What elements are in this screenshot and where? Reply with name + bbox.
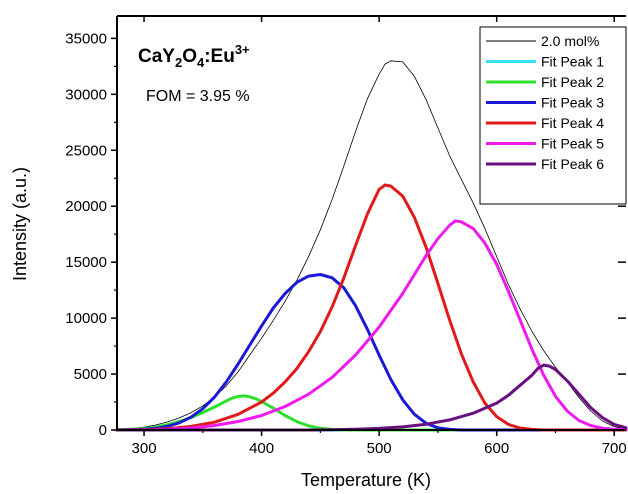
legend-items: 2.0 mol% Fit Peak 1 Fit Peak 2 Fit Peak 3 Fi…: [486, 33, 604, 172]
legend-label-3: Fit Peak 2: [541, 74, 604, 90]
compound-label: CaY2O4:Eu3+: [138, 42, 250, 70]
legend-label-4: Fit Peak 3: [541, 95, 604, 111]
y-tick-label-0: 0: [99, 422, 107, 439]
x-tick-label-300: 300: [132, 440, 157, 457]
legend-label-1: 2.0 mol%: [541, 33, 599, 49]
legend-label-7: Fit Peak 6: [541, 156, 604, 172]
y-tick-label-5000: 5000: [74, 366, 107, 383]
x-tick-label-600: 600: [484, 440, 509, 457]
compound-sub1: 2: [175, 55, 182, 70]
y-tick-label-35000: 35000: [65, 30, 107, 47]
compound-mid: O: [182, 46, 197, 67]
x-tick-label-500: 500: [367, 440, 392, 457]
series-line-5: [115, 183, 628, 432]
series-line-6: [115, 219, 628, 432]
ticks-layer: 300 400 500 600 700 0 5000 10000 15000 20000 25000…: [65, 16, 627, 457]
fom-annotation: FOM = 3.95 %: [146, 88, 250, 105]
x-tick-label-400: 400: [249, 440, 274, 457]
y-axis-title: Intensity (a.u.): [10, 167, 30, 281]
series-line-4: [115, 273, 628, 432]
series-line-3: [115, 394, 628, 432]
x-axis-title: Temperature (K): [301, 470, 431, 490]
legend-label-2: Fit Peak 1: [541, 54, 604, 70]
y-tick-label-30000: 30000: [65, 86, 107, 103]
legend-box: [479, 26, 627, 205]
compound-dopant: :Eu: [204, 46, 235, 67]
x-tick-label-700: 700: [602, 440, 627, 457]
compound-sup: 3+: [235, 42, 250, 57]
axes-layer: [116, 15, 626, 431]
legend: 2.0 mol% Fit Peak 1 Fit Peak 2 Fit Peak 3 Fi…: [479, 26, 627, 205]
compound-base: CaY: [138, 46, 175, 67]
legend-label-6: Fit Peak 5: [541, 136, 604, 152]
y-tick-label-10000: 10000: [65, 310, 107, 327]
y-tick-label-25000: 25000: [65, 142, 107, 159]
series-line-7: [115, 363, 628, 432]
y-tick-label-20000: 20000: [65, 198, 107, 215]
compound-sub2: 4: [197, 55, 205, 70]
legend-label-5: Fit Peak 4: [541, 115, 604, 131]
y-tick-label-15000: 15000: [65, 254, 107, 271]
